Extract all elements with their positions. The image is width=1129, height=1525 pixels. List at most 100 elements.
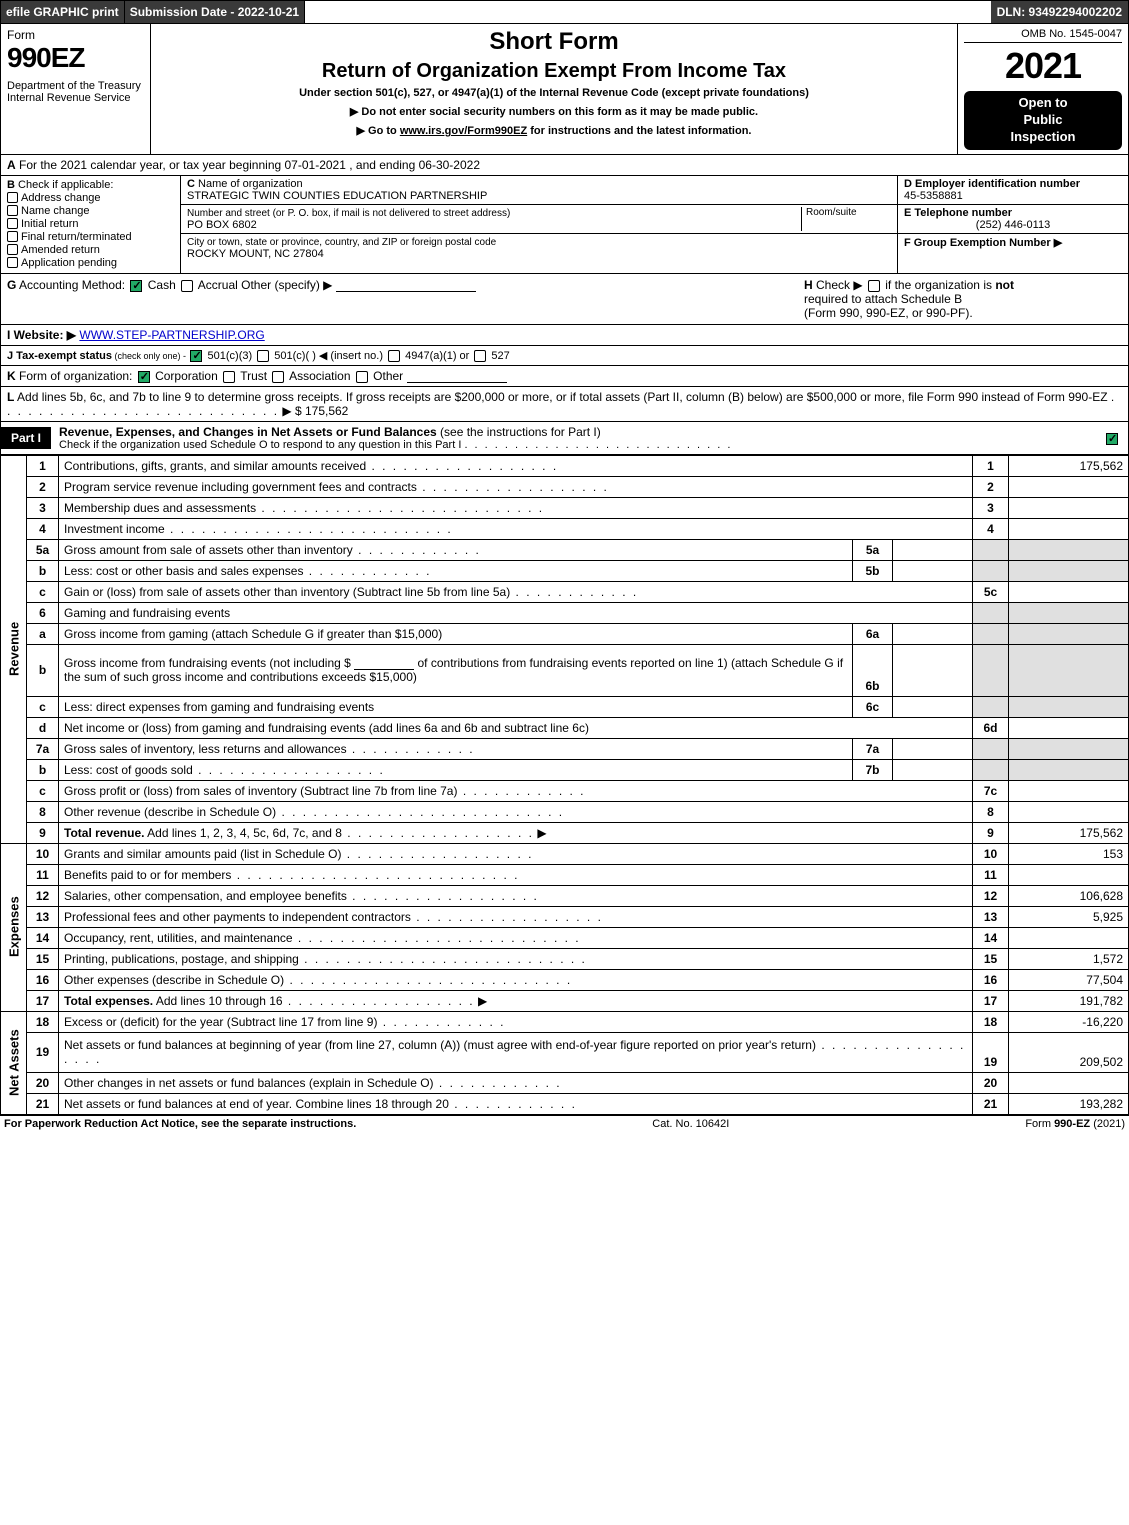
label-a: A (7, 158, 16, 172)
addr-label: Number and street (or P. O. box, if mail… (187, 208, 510, 219)
part-i-title: Revenue, Expenses, and Changes in Net As… (51, 422, 1096, 454)
trust-checkbox[interactable] (223, 371, 235, 383)
chk-name-change[interactable]: Name change (7, 205, 174, 217)
column-c: C Name of organization STRATEGIC TWIN CO… (181, 176, 898, 273)
topbar-spacer (305, 1, 990, 23)
chk-initial-return[interactable]: Initial return (7, 218, 174, 230)
line-desc: Gross amount from sale of assets other t… (59, 539, 853, 560)
checkbox-icon[interactable] (7, 244, 18, 255)
dots-icon (449, 1097, 577, 1111)
table-row: 11 Benefits paid to or for members 11 (1, 864, 1129, 885)
desc-text: Contributions, gifts, grants, and simila… (64, 459, 366, 473)
other-checkbox[interactable] (356, 371, 368, 383)
irs-link[interactable]: www.irs.gov/Form990EZ (400, 125, 527, 137)
header-left: Form 990EZ Department of the Treasury In… (1, 24, 151, 154)
website-link[interactable]: WWW.STEP-PARTNERSHIP.ORG (79, 328, 264, 342)
line-desc: Gross sales of inventory, less returns a… (59, 738, 853, 759)
table-row: 3 Membership dues and assessments 3 (1, 497, 1129, 518)
line-no: b (27, 759, 59, 780)
row-l: L Add lines 5b, 6c, and 7b to line 9 to … (0, 387, 1129, 422)
line-numcol-grey (973, 696, 1009, 717)
other-line[interactable] (407, 371, 507, 383)
desc-text: Other expenses (describe in Schedule O) (64, 973, 284, 987)
form-number: 990EZ (7, 42, 144, 74)
phone-value: (252) 446-0113 (904, 219, 1122, 231)
schedule-o-checkbox-checked[interactable] (1106, 433, 1118, 445)
part-i-check (1096, 428, 1128, 448)
line-value (1009, 864, 1129, 885)
chk-address-change[interactable]: Address change (7, 192, 174, 204)
corporation-checkbox-checked[interactable] (138, 371, 150, 383)
desc-text: Net assets or fund balances at end of ye… (64, 1097, 449, 1111)
line-value (1009, 717, 1129, 738)
desc-text: Less: cost of goods sold (64, 763, 193, 777)
accrual-checkbox[interactable] (181, 280, 193, 292)
checkbox-icon[interactable] (7, 218, 18, 229)
footer-form-word: Form (1025, 1118, 1054, 1130)
dots-icon (353, 543, 481, 557)
line-value: 106,628 (1009, 885, 1129, 906)
cash-checkbox-checked[interactable] (130, 280, 142, 292)
mid-value (893, 696, 973, 717)
line-no: 13 (27, 906, 59, 927)
expenses-section-label: Expenses (1, 843, 27, 1011)
e-label: E Telephone number (904, 207, 1012, 219)
501c-label: 501(c)( ) ◀ (insert no.) (271, 350, 386, 362)
g-text: Accounting Method: (16, 278, 128, 292)
table-row: Net Assets 18 Excess or (deficit) for th… (1, 1011, 1129, 1032)
501c-checkbox[interactable] (257, 350, 269, 362)
line-desc: Other revenue (describe in Schedule O) (59, 801, 973, 822)
line-value (1009, 927, 1129, 948)
chk-application-pending[interactable]: Application pending (7, 257, 174, 269)
label-g: G (7, 278, 16, 292)
efile-print-button[interactable]: efile GRAPHIC print (1, 1, 125, 23)
desc-text: Grants and similar amounts paid (list in… (64, 847, 341, 861)
table-row: 12 Salaries, other compensation, and emp… (1, 885, 1129, 906)
line-no: 16 (27, 969, 59, 990)
line-no: c (27, 581, 59, 602)
check-title: Check if applicable: (15, 179, 113, 191)
table-row: 13 Professional fees and other payments … (1, 906, 1129, 927)
line-desc: Benefits paid to or for members (59, 864, 973, 885)
line-desc: Net assets or fund balances at beginning… (59, 1032, 973, 1072)
mid-label: 7b (853, 759, 893, 780)
line-value-grey (1009, 759, 1129, 780)
dept-treasury: Department of the Treasury (7, 80, 144, 92)
contrib-amount-line[interactable] (354, 658, 414, 670)
4947-checkbox[interactable] (388, 350, 400, 362)
line-value: 175,562 (1009, 822, 1129, 843)
c-title: Name of organization (195, 178, 303, 190)
line-desc: Gross income from gaming (attach Schedul… (59, 623, 853, 644)
chk-final-return[interactable]: Final return/terminated (7, 231, 174, 243)
label-b: B (7, 179, 15, 191)
line-value (1009, 518, 1129, 539)
dots-icon (434, 1076, 562, 1090)
goto-line: ▶ Go to www.irs.gov/Form990EZ for instru… (157, 124, 951, 137)
4947-label: 4947(a)(1) or (402, 350, 472, 362)
table-row: 14 Occupancy, rent, utilities, and maint… (1, 927, 1129, 948)
other-specify-line[interactable] (336, 280, 476, 292)
row-a-text: For the 2021 calendar year, or tax year … (16, 158, 480, 172)
desc-text: Occupancy, rent, utilities, and maintena… (64, 931, 293, 945)
chk-label: Amended return (21, 244, 100, 256)
checkbox-icon[interactable] (7, 231, 18, 242)
table-row: 20 Other changes in net assets or fund b… (1, 1072, 1129, 1093)
submission-date-label: Submission Date - 2022-10-21 (125, 1, 305, 23)
accrual-label: Accrual Other (specify) ▶ (195, 278, 332, 292)
line-value (1009, 801, 1129, 822)
association-checkbox[interactable] (272, 371, 284, 383)
chk-amended-return[interactable]: Amended return (7, 244, 174, 256)
checkbox-icon[interactable] (7, 192, 18, 203)
form-header: Form 990EZ Department of the Treasury In… (0, 24, 1129, 155)
row-k: K Form of organization: Corporation Trus… (0, 366, 1129, 387)
501c3-checkbox-checked[interactable] (190, 350, 202, 362)
line-numcol: 8 (973, 801, 1009, 822)
checkbox-icon[interactable] (7, 205, 18, 216)
h-text1: Check ▶ (813, 278, 866, 292)
dots-icon (347, 742, 475, 756)
checkbox-icon[interactable] (7, 257, 18, 268)
527-checkbox[interactable] (474, 350, 486, 362)
goto-post: for instructions and the latest informat… (527, 125, 751, 137)
dots-icon (411, 910, 603, 924)
h-checkbox[interactable] (868, 280, 880, 292)
